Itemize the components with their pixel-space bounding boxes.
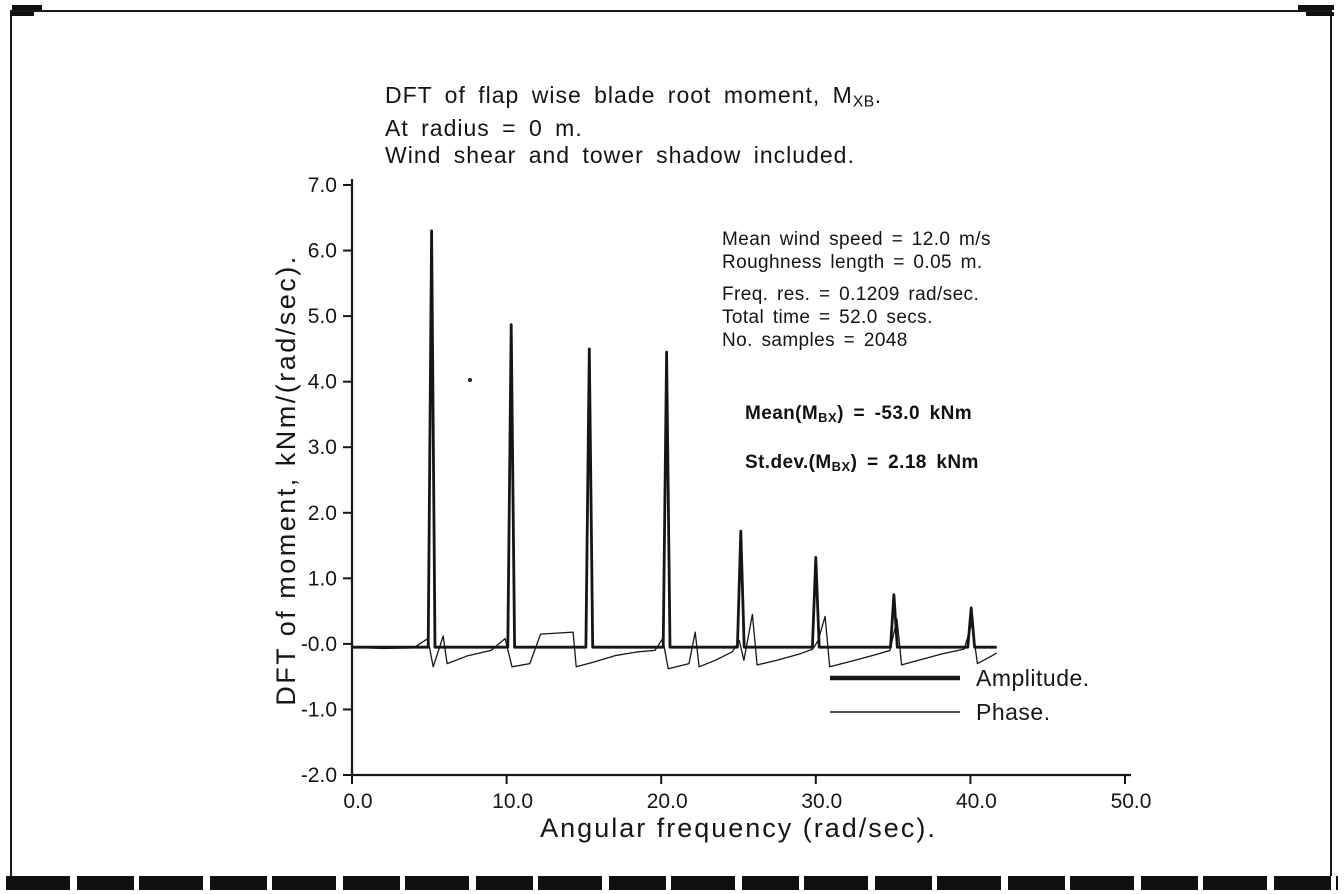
stat-text: ) = -53.0 kNm	[837, 403, 973, 424]
y-tick-label: 4.0	[308, 371, 337, 394]
stat-subscript: BX	[818, 409, 838, 425]
y-tick-label: 3.0	[308, 436, 337, 459]
dft-chart: 7.0 6.0 5.0 4.0 3.0 2.0 1.0 -0.0 -1.0 -2.0 0.0 10.0…	[271, 174, 1152, 843]
annotation-line: Roughness length = 0.05 m.	[722, 252, 983, 273]
annotation-line: Mean wind speed = 12.0 m/s	[722, 229, 991, 250]
figure-title-line3: Wind shear and tower shadow included.	[385, 142, 855, 169]
mean-value-line: Mean(MBX) = -53.0 kNm	[745, 403, 972, 425]
stat-text: Mean(M	[745, 403, 819, 424]
series-phase	[351, 613, 998, 670]
y-tick-label: 6.0	[308, 240, 337, 263]
y-tick-label: -0.0	[301, 633, 337, 656]
title-text: DFT of flap wise blade root moment, M	[385, 82, 853, 108]
annotation-line: No. samples = 2048	[722, 330, 908, 351]
x-tick-label: 20.0	[647, 790, 688, 813]
x-tick-label: 30.0	[801, 790, 842, 813]
stdev-value-line: St.dev.(MBX) = 2.18 kNm	[745, 452, 979, 474]
legend-label: Phase.	[976, 699, 1051, 725]
x-tick-label: 40.0	[956, 790, 997, 813]
y-tick-label: 5.0	[308, 305, 337, 328]
scan-mark	[1298, 5, 1334, 10]
scan-speckle	[468, 378, 472, 382]
y-tick-label: 7.0	[308, 174, 337, 197]
scan-edge-bar	[6, 876, 1338, 890]
stat-text: ) = 2.18 kNm	[850, 452, 979, 473]
legend-label: Amplitude.	[976, 665, 1090, 691]
x-tick-label: 50.0	[1111, 790, 1152, 813]
title-subscript: XB	[852, 93, 875, 111]
figure-title-line1: DFT of flap wise blade root moment, MXB.	[385, 82, 882, 115]
annotation-block: Mean wind speed = 12.0 m/s Roughness len…	[722, 228, 991, 352]
y-tick-label: 2.0	[308, 502, 337, 525]
series-amplitude	[352, 229, 997, 649]
annotation-group2: Freq. res. = 0.1209 rad/sec. Total time …	[722, 283, 991, 352]
x-tick-label: 10.0	[492, 790, 533, 813]
title-text: .	[874, 82, 883, 108]
scan-mark	[12, 12, 34, 16]
annotation-line: Total time = 52.0 secs.	[722, 307, 933, 328]
y-axis-label: DFT of moment, kNm/(rad/sec).	[271, 254, 301, 706]
chart-area: 7.0 6.0 5.0 4.0 3.0 2.0 1.0 -0.0 -1.0 -2.0 0.0 10.0…	[260, 165, 1160, 850]
figure-title-line2: At radius = 0 m.	[385, 115, 583, 142]
y-tick-label: -2.0	[301, 764, 337, 787]
x-tick-label: 0.0	[343, 790, 372, 813]
figure-title: DFT of flap wise blade root moment, MXB.…	[385, 82, 882, 169]
stat-text: St.dev.(M	[745, 452, 832, 473]
y-tick-label: -1.0	[301, 698, 337, 721]
scan-mark	[12, 5, 42, 10]
stat-subscript: BX	[831, 458, 851, 474]
annotation-line: Freq. res. = 0.1209 rad/sec.	[722, 284, 980, 305]
scan-mark	[1306, 12, 1334, 16]
y-tick-label: 1.0	[308, 567, 337, 590]
x-axis-label: Angular frequency (rad/sec).	[540, 813, 937, 843]
